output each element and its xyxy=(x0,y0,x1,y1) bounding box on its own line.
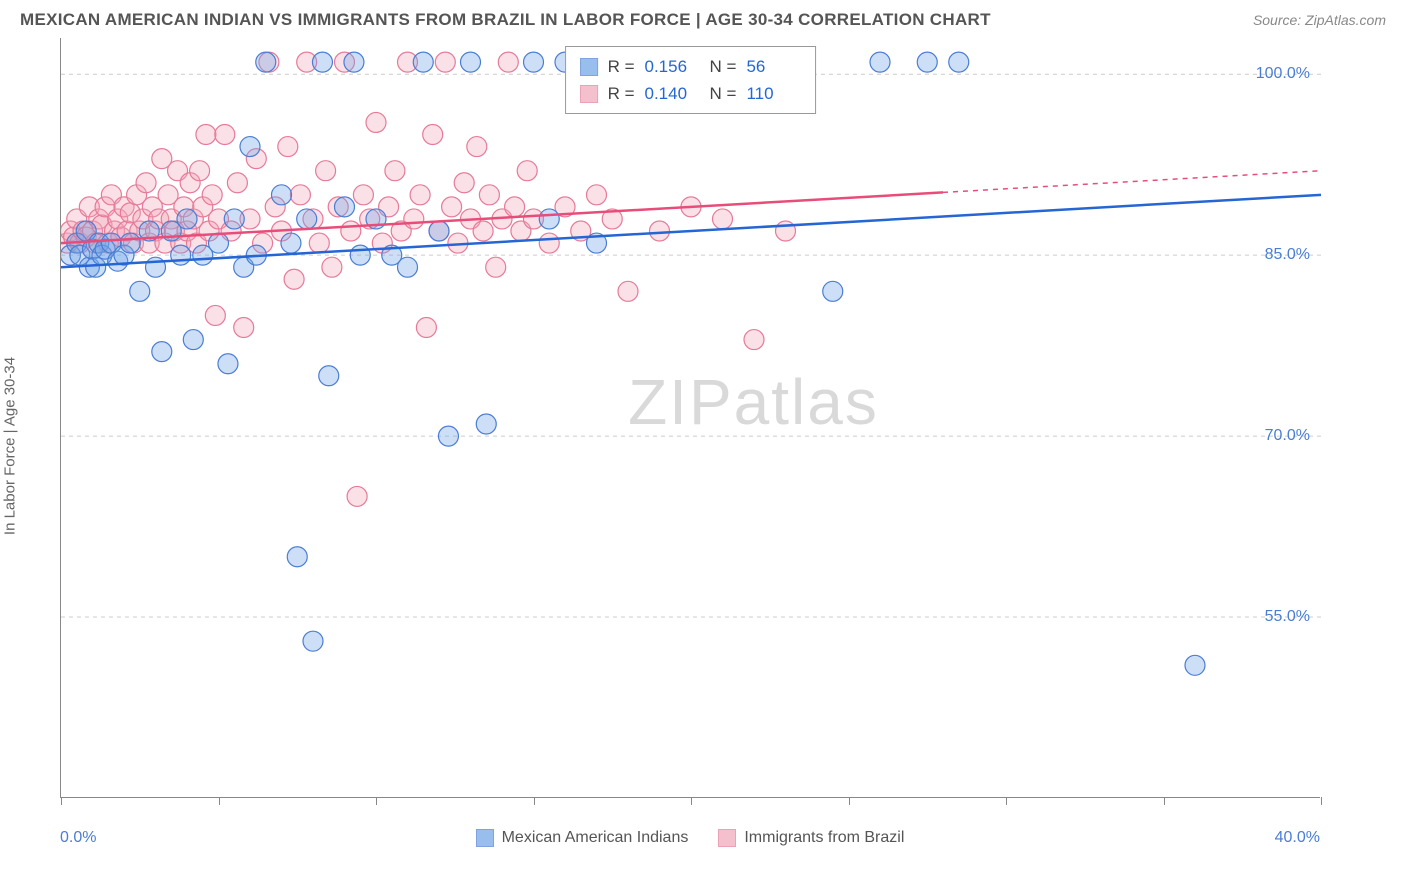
y-tick-label: 100.0% xyxy=(1256,65,1310,83)
n-value-1: 56 xyxy=(746,53,801,80)
n-label: N = xyxy=(710,53,737,80)
stats-swatch-1 xyxy=(580,58,598,76)
x-tick xyxy=(691,797,692,805)
source-label: Source: ZipAtlas.com xyxy=(1253,12,1386,28)
r-label: R = xyxy=(608,53,635,80)
r-value-1: 0.156 xyxy=(645,53,700,80)
x-tick xyxy=(1321,797,1322,805)
legend-label-2: Immigrants from Brazil xyxy=(744,829,904,847)
stats-row-series2: R = 0.140 N = 110 xyxy=(580,80,802,107)
y-tick-label: 55.0% xyxy=(1265,608,1310,626)
x-tick xyxy=(376,797,377,805)
x-tick xyxy=(534,797,535,805)
x-tick xyxy=(61,797,62,805)
x-tick xyxy=(219,797,220,805)
x-tick xyxy=(1164,797,1165,805)
scatter-svg xyxy=(61,38,1321,798)
plot-area: ZIPatlas R = 0.156 N = 56 R = 0.140 N = … xyxy=(60,38,1320,798)
r-label: R = xyxy=(608,80,635,107)
stats-swatch-2 xyxy=(580,85,598,103)
title-bar: MEXICAN AMERICAN INDIAN VS IMMIGRANTS FR… xyxy=(0,0,1406,38)
chart-container: In Labor Force | Age 30-34 ZIPatlas R = … xyxy=(20,38,1386,853)
legend-series1: Mexican American Indians xyxy=(476,829,689,847)
n-label: N = xyxy=(710,80,737,107)
x-axis-row: 0.0% Mexican American Indians Immigrants… xyxy=(60,823,1320,853)
x-min-label: 0.0% xyxy=(60,829,96,847)
n-value-2: 110 xyxy=(746,80,801,107)
y-tick-label: 85.0% xyxy=(1265,246,1310,264)
correlation-stats-box: R = 0.156 N = 56 R = 0.140 N = 110 xyxy=(565,46,817,114)
stats-row-series1: R = 0.156 N = 56 xyxy=(580,53,802,80)
chart-title: MEXICAN AMERICAN INDIAN VS IMMIGRANTS FR… xyxy=(20,10,991,30)
legend-swatch-1 xyxy=(476,829,494,847)
x-tick xyxy=(1006,797,1007,805)
legend-series2: Immigrants from Brazil xyxy=(718,829,904,847)
r-value-2: 0.140 xyxy=(645,80,700,107)
y-axis-label: In Labor Force | Age 30-34 xyxy=(2,356,19,534)
x-max-label: 40.0% xyxy=(1275,829,1320,847)
x-tick xyxy=(849,797,850,805)
y-tick-label: 70.0% xyxy=(1265,427,1310,445)
legend-swatch-2 xyxy=(718,829,736,847)
legend-label-1: Mexican American Indians xyxy=(502,829,689,847)
